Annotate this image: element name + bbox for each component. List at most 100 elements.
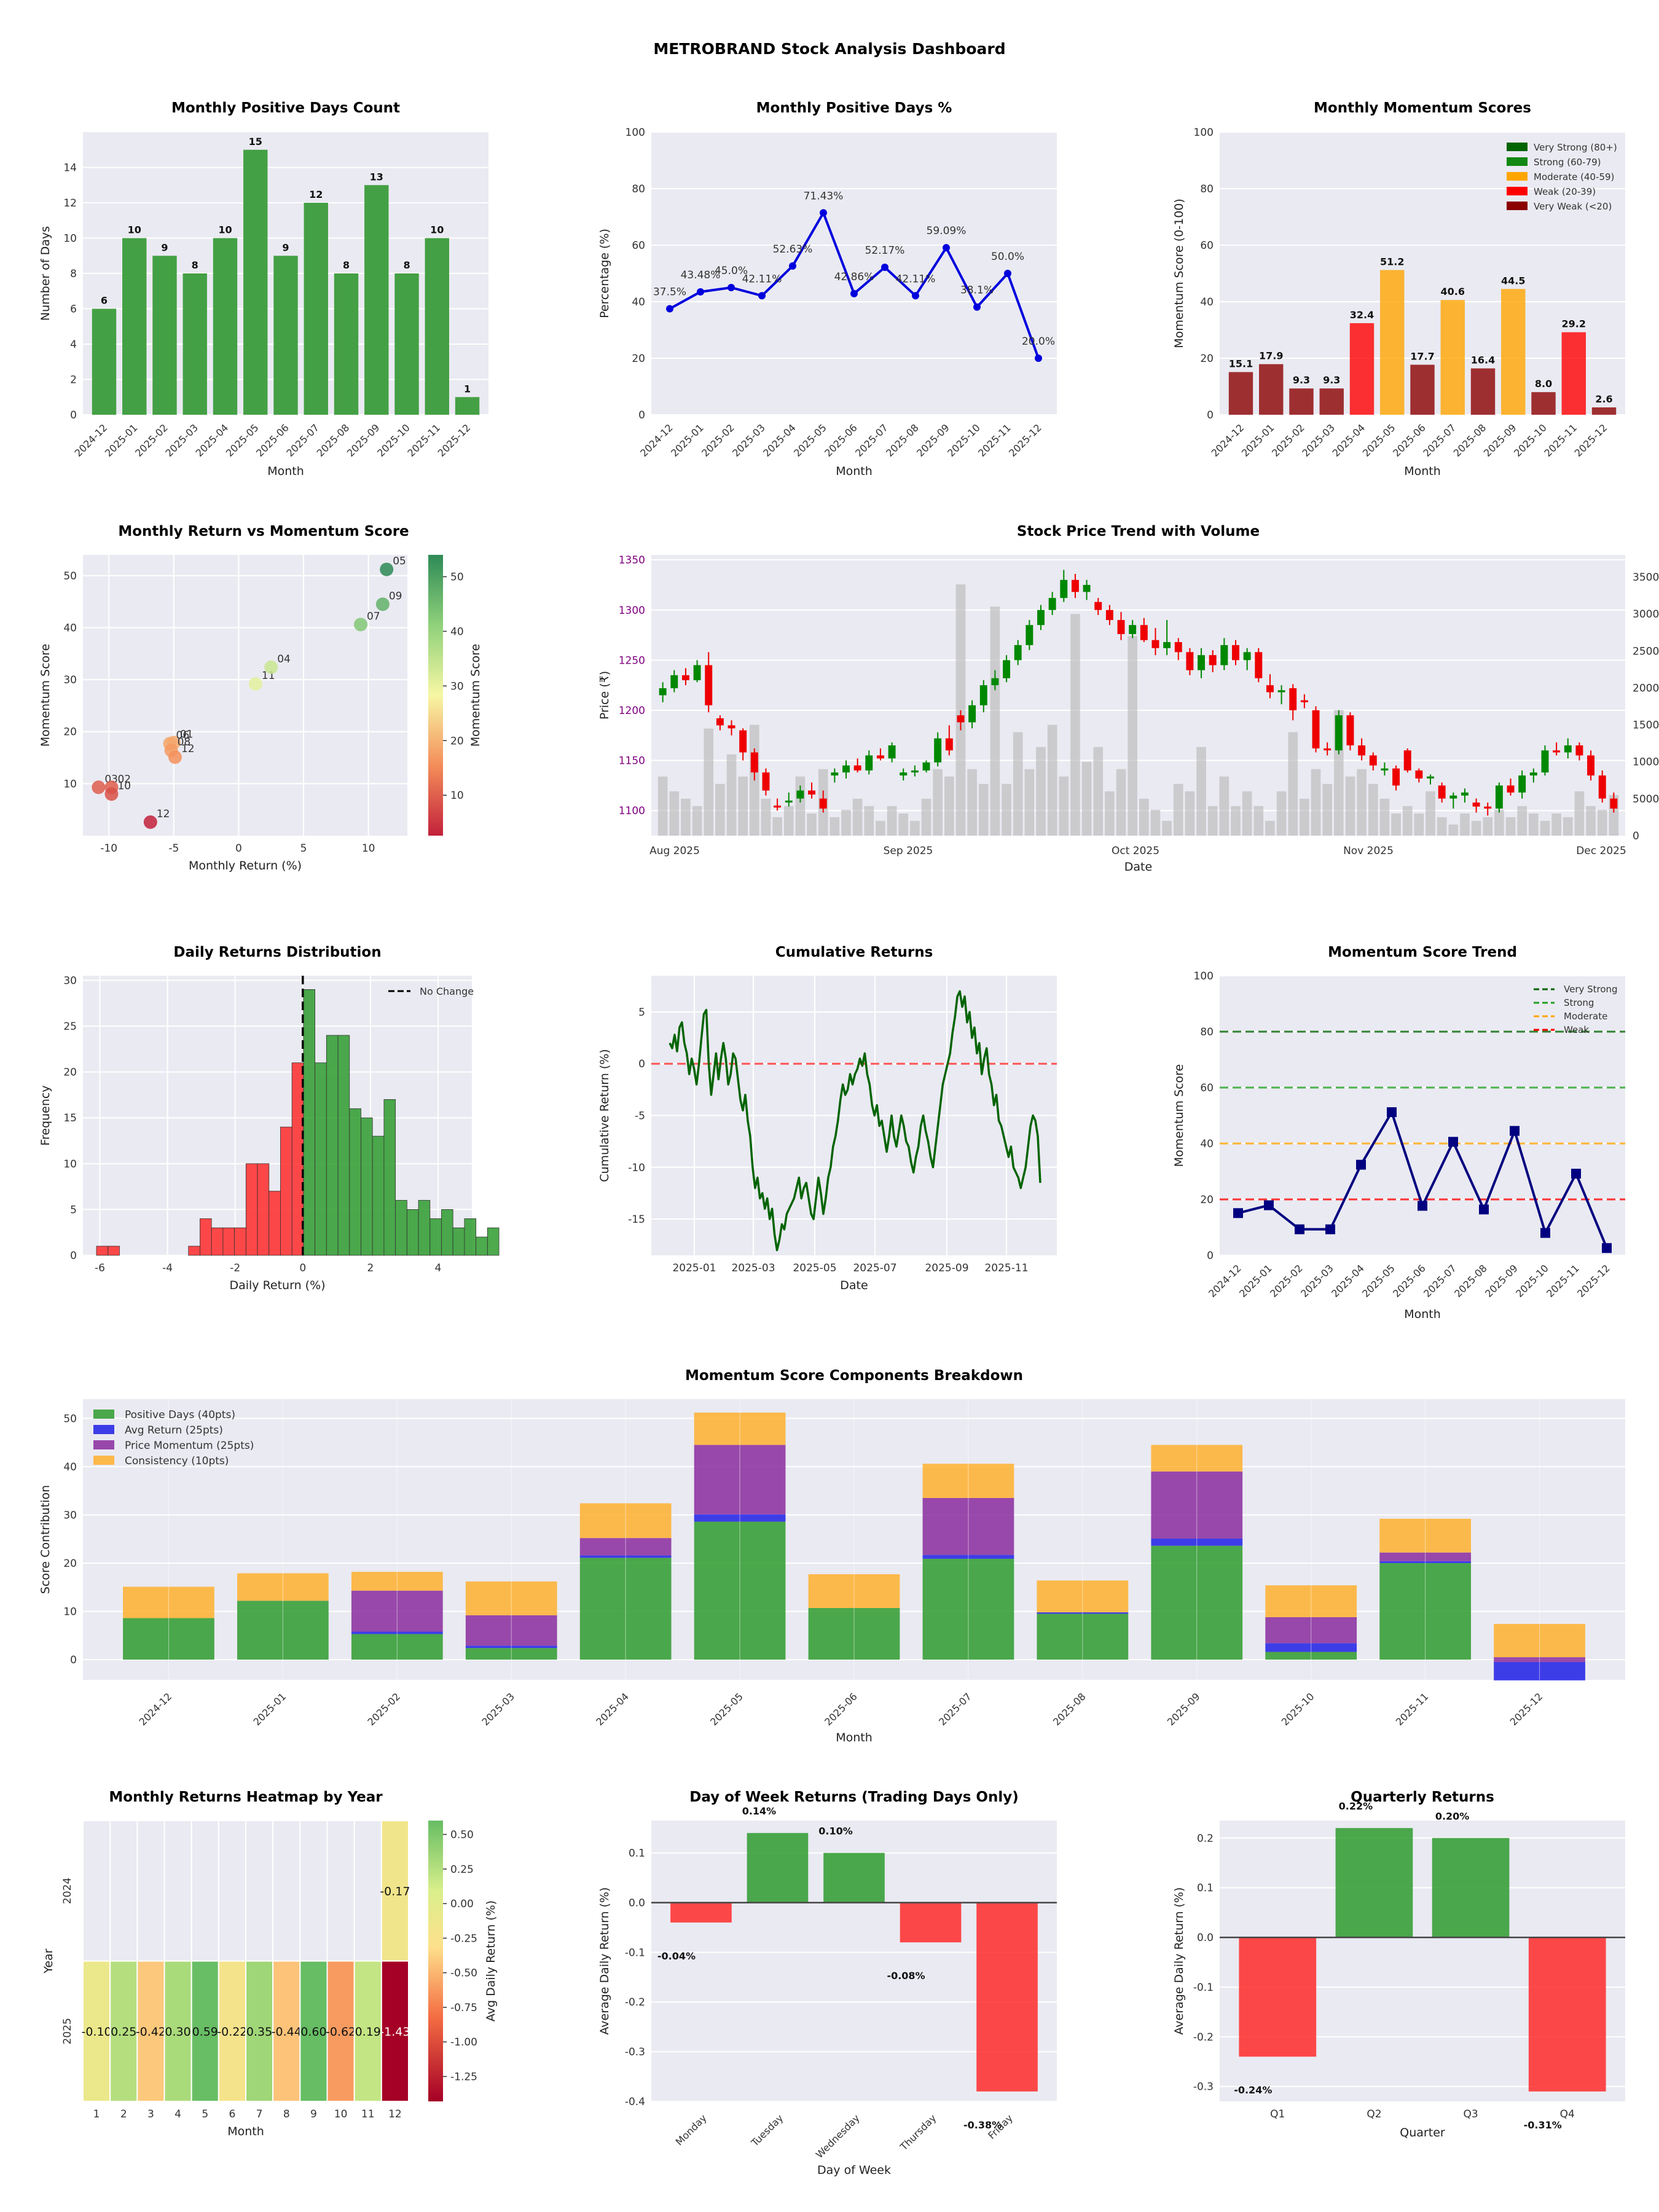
- candles-volume-bar: [978, 783, 989, 836]
- candles-body: [1186, 652, 1194, 670]
- scatter-point: [380, 562, 394, 576]
- mom-trend-point: [1418, 1201, 1427, 1211]
- heatmap-ytick: 2024: [61, 1878, 74, 1904]
- pos-pct-data-label: 50.0%: [991, 251, 1024, 263]
- mom-trend-point: [1510, 1126, 1520, 1136]
- candles-body: [670, 675, 678, 689]
- candles-volume-bar: [1093, 747, 1104, 836]
- mom-scores-xtick: 2025-10: [1512, 422, 1549, 459]
- mom-trend-xlabel: Month: [1404, 1308, 1441, 1321]
- candles-body: [1564, 745, 1572, 753]
- hist-bar: [211, 1227, 224, 1256]
- candles-volume-tick: 10000: [1633, 756, 1659, 769]
- pos-pct-data-label: 59.09%: [927, 225, 967, 237]
- candles-body: [762, 772, 770, 791]
- pos-count-data-label: 13: [370, 171, 383, 182]
- candles-body: [1427, 776, 1434, 779]
- candles-volume-bar: [876, 820, 885, 836]
- candles-body: [819, 798, 827, 809]
- pos-pct-xtick: 2025-12: [1006, 422, 1044, 459]
- mom-scores-data-label: 40.6: [1441, 286, 1465, 297]
- pos-count-xtick: 2025-10: [375, 422, 412, 459]
- candles-volume-bar: [1426, 791, 1435, 836]
- heatmap-xlabel: Month: [227, 2125, 264, 2138]
- pos-count-bar: [455, 397, 480, 415]
- components-ytick: 0: [70, 1654, 77, 1666]
- quarter-xtick: Q1: [1270, 2108, 1285, 2120]
- cum-ylabel: Cumulative Return (%): [598, 1049, 611, 1182]
- dow-data-label: 0.14%: [742, 1805, 777, 1817]
- pos-pct-xtick: 2025-11: [976, 422, 1013, 459]
- pos-pct-xtick: 2025-10: [945, 422, 982, 459]
- dow-data-label: -0.08%: [887, 1970, 925, 1982]
- scatter-point: [353, 618, 367, 632]
- hist-ytick: 15: [63, 1112, 77, 1124]
- heatmap-cell: [326, 1960, 355, 2102]
- components-xtick: 2025-10: [1279, 1690, 1317, 1728]
- heatmap-cell-label: 0.59: [192, 2025, 218, 2039]
- mom-trend-legend-label: Strong: [1564, 997, 1594, 1008]
- dow-bar: [976, 1902, 1038, 2092]
- pos-pct-point: [1035, 355, 1042, 362]
- heatmap-cell-label: 0.35: [246, 2025, 272, 2039]
- components-legend-swatch: [93, 1410, 114, 1419]
- pos-count-xtick: 2025-11: [405, 422, 442, 459]
- pos-pct-xtick: 2025-02: [699, 422, 737, 459]
- mom-scores-legend-label: Weak (20-39): [1534, 186, 1596, 197]
- components-legend-swatch: [93, 1456, 114, 1465]
- heatmap-colorbar-tick: 0.50: [450, 1829, 474, 1841]
- candles-body: [1129, 625, 1137, 634]
- pos-count-bar: [425, 238, 449, 415]
- candles-body: [681, 675, 689, 681]
- quarter-xtick: Q2: [1367, 2108, 1381, 2120]
- mom-scores-xtick: 2025-05: [1360, 422, 1398, 459]
- candles-xtick: Aug 2025: [649, 845, 700, 857]
- quarter-bar: [1335, 1828, 1413, 1938]
- scatter-point: [104, 787, 119, 801]
- scatter-ytick: 20: [63, 726, 77, 739]
- scatter-point-label: 12: [157, 808, 170, 820]
- candles-volume-bar: [1540, 820, 1550, 836]
- cum-xtick: 2025-07: [853, 1262, 896, 1274]
- components-xtick: 2025-01: [251, 1690, 288, 1728]
- scatter-point-label: 09: [389, 590, 402, 602]
- pos-count-xtick: 2025-09: [345, 422, 382, 459]
- mom-scores-legend-label: Strong (60-79): [1534, 157, 1601, 168]
- candles-body: [1048, 598, 1056, 610]
- hist-bar: [372, 1135, 385, 1256]
- candles-body: [1151, 640, 1159, 648]
- heatmap-cell: [190, 1960, 219, 2102]
- candles-volume-bar: [783, 806, 794, 836]
- pos-count-xtick: 2025-05: [224, 422, 261, 459]
- candles-volume-bar: [1242, 791, 1252, 836]
- candles-volume-bar: [944, 776, 954, 836]
- mom-scores-data-label: 44.5: [1501, 275, 1525, 286]
- pos-pct-point: [912, 292, 919, 300]
- candles-plot-area: [651, 555, 1625, 836]
- candles-volume-bar: [990, 606, 1000, 836]
- heatmap-cell-label: 0.60: [300, 2025, 326, 2039]
- scatter-point: [264, 660, 278, 674]
- heatmap-ylabel: Year: [42, 1948, 55, 1974]
- dashboard-title: METROBRAND Stock Analysis Dashboard: [653, 40, 1005, 58]
- pos-count-xtick: 2025-06: [254, 422, 291, 459]
- pos-pct-xtick: 2025-05: [791, 422, 829, 459]
- quarter-data-label: 0.20%: [1435, 1810, 1470, 1822]
- mom-trend-point: [1325, 1224, 1335, 1234]
- components-legend-swatch: [93, 1440, 114, 1449]
- heatmap-xtick: 5: [202, 2108, 208, 2120]
- candles-volume-bar: [1265, 820, 1275, 836]
- pos-pct-xtick: 2025-01: [669, 422, 706, 459]
- candles-body: [1598, 775, 1606, 799]
- heatmap-xtick: 10: [334, 2108, 348, 2120]
- hist-ytick: 10: [63, 1158, 77, 1171]
- mom-trend-legend-label: Very Strong: [1564, 984, 1618, 995]
- candles-volume-bar: [1528, 813, 1539, 836]
- mom-scores-bar: [1319, 388, 1344, 415]
- pos-count-bar: [122, 238, 147, 415]
- candles-volume-bar: [807, 813, 817, 836]
- mom-trend-point: [1356, 1159, 1366, 1170]
- candles-body: [808, 790, 816, 795]
- cum-xtick: 2025-01: [672, 1262, 716, 1274]
- candles-volume-bar: [1207, 806, 1218, 836]
